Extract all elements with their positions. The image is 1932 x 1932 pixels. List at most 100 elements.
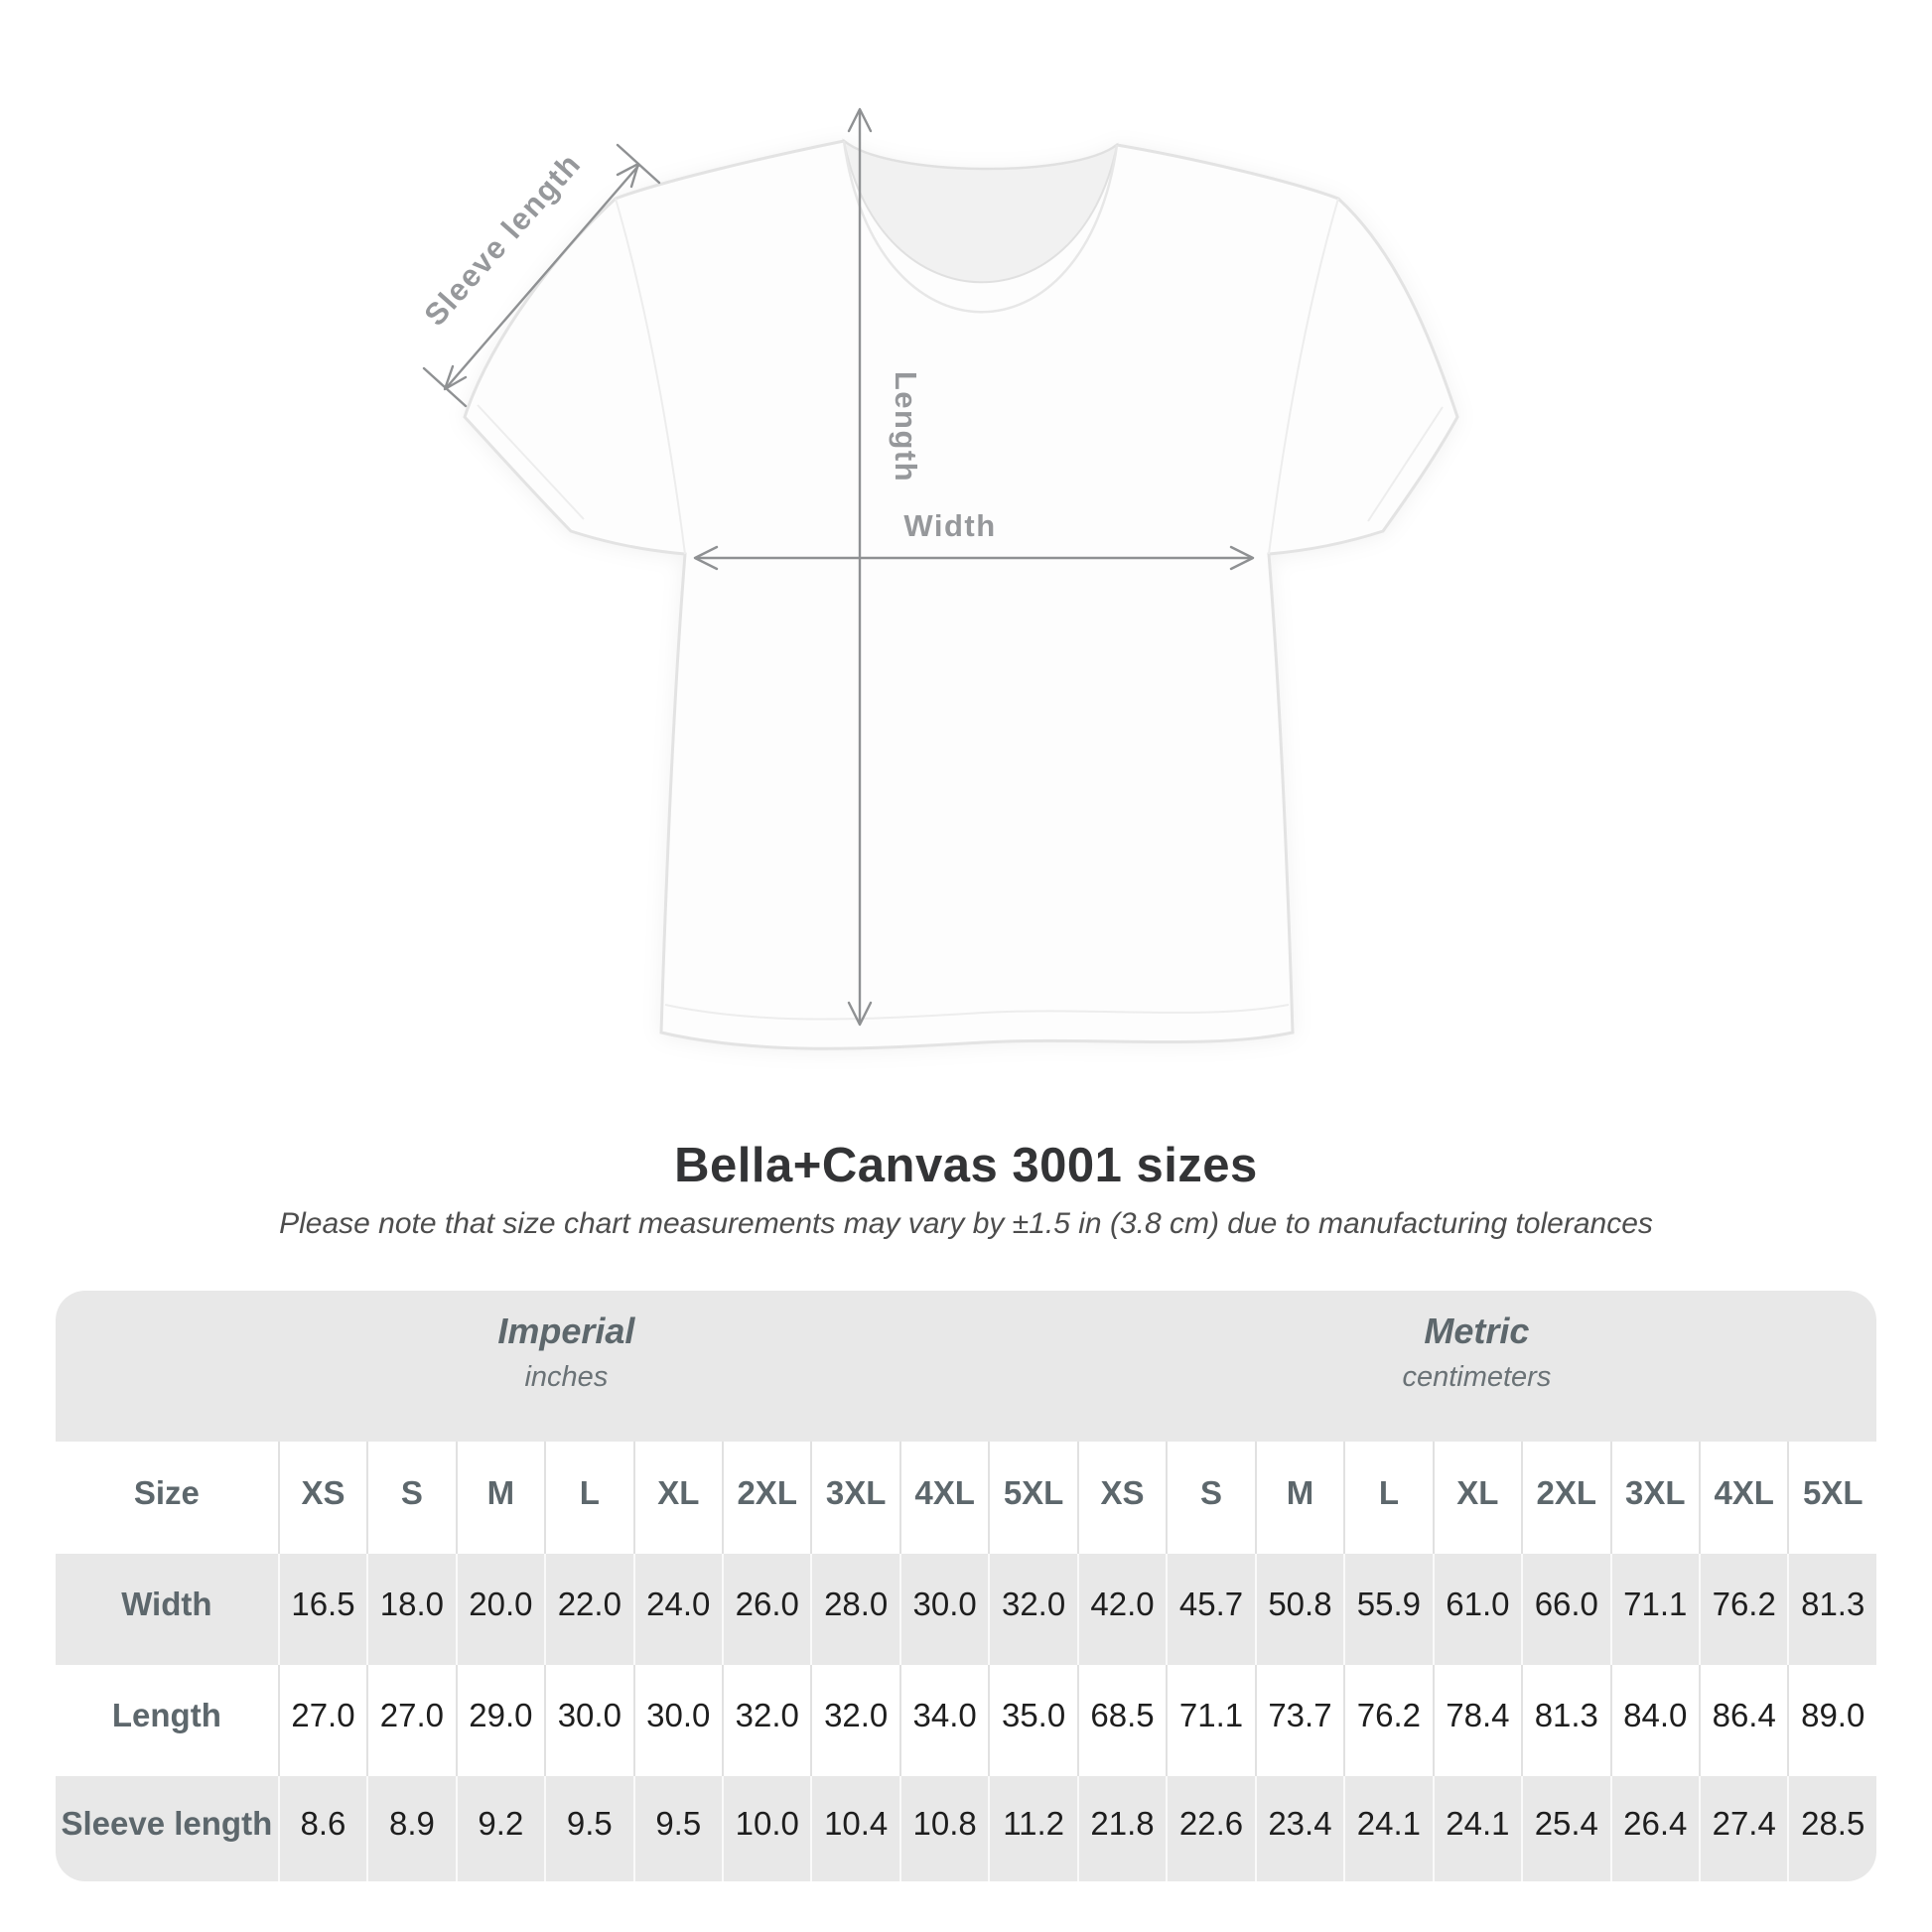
value-cell: 28.5 [1787, 1776, 1876, 1881]
metric-unit: centimeters [1402, 1361, 1552, 1393]
value-cell: 55.9 [1343, 1554, 1433, 1665]
tshirt-size-diagram: Length Width Sleeve length [417, 107, 1459, 1050]
size-header-cell: 3XL [810, 1442, 899, 1554]
value-cell: 68.5 [1076, 1665, 1167, 1776]
tshirt-illustration [463, 138, 1459, 1050]
value-cell: 9.2 [455, 1776, 545, 1881]
value-cell: 86.4 [1698, 1665, 1788, 1776]
value-cell: 45.7 [1166, 1554, 1255, 1665]
size-header-cell: XL [1432, 1442, 1522, 1554]
value-cell: 8.9 [366, 1776, 456, 1881]
value-cell: 18.0 [366, 1554, 456, 1665]
value-cell: 24.1 [1343, 1776, 1433, 1881]
sleeve-length-row: Sleeve length 8.6 8.9 9.2 9.5 9.5 10.0 1… [56, 1776, 1876, 1881]
width-arrow [693, 545, 1255, 571]
width-label: Width [903, 508, 996, 543]
value-cell: 10.8 [898, 1776, 989, 1881]
value-cell: 27.0 [366, 1665, 456, 1776]
size-header-cell: XL [632, 1442, 722, 1554]
value-cell: 34.0 [898, 1665, 989, 1776]
imperial-group-header: Imperial inches [56, 1291, 1077, 1442]
size-header-cell: XS [277, 1442, 367, 1554]
metric-label: Metric [1424, 1311, 1530, 1351]
value-cell: 61.0 [1432, 1554, 1522, 1665]
size-header-cell: 3XL [1609, 1442, 1699, 1554]
value-cell: 20.0 [455, 1554, 545, 1665]
value-cell: 24.0 [632, 1554, 722, 1665]
value-cell: 25.4 [1521, 1776, 1610, 1881]
value-cell: 32.0 [810, 1665, 899, 1776]
tolerance-note: Please note that size chart measurements… [279, 1207, 1653, 1240]
size-table-container: Imperial inches Metric centimeters Size … [56, 1291, 1876, 1881]
metric-group-header: Metric centimeters [1076, 1291, 1876, 1442]
left-cuff-seam [477, 404, 585, 520]
size-header-cell: 2XL [1521, 1442, 1610, 1554]
value-cell: 32.0 [722, 1665, 811, 1776]
imperial-unit: inches [524, 1361, 609, 1393]
value-cell: 9.5 [632, 1776, 722, 1881]
row-label-width: Width [56, 1554, 278, 1665]
value-cell: 81.3 [1521, 1665, 1610, 1776]
value-cell: 71.1 [1609, 1554, 1699, 1665]
value-cell: 8.6 [277, 1776, 367, 1881]
value-cell: 9.5 [544, 1776, 633, 1881]
right-armhole-seam [1268, 198, 1339, 555]
right-cuff-seam [1367, 406, 1444, 522]
size-header-cell: 2XL [722, 1442, 811, 1554]
value-cell: 71.1 [1166, 1665, 1255, 1776]
left-armhole-seam [615, 198, 686, 555]
length-arrow [847, 107, 873, 1027]
value-cell: 81.3 [1787, 1554, 1876, 1665]
value-cell: 21.8 [1076, 1776, 1167, 1881]
size-header-cell: L [1343, 1442, 1433, 1554]
value-cell: 27.0 [277, 1665, 367, 1776]
value-cell: 32.0 [988, 1554, 1077, 1665]
size-table: Imperial inches Metric centimeters Size … [56, 1291, 1876, 1881]
size-header-cell: 4XL [898, 1442, 989, 1554]
size-header-cell: S [366, 1442, 456, 1554]
size-header-cell: S [1166, 1442, 1255, 1554]
value-cell: 29.0 [455, 1665, 545, 1776]
collar-seam [842, 140, 1119, 314]
length-label: Length [889, 371, 923, 483]
value-cell: 50.8 [1254, 1554, 1344, 1665]
value-cell: 22.6 [1166, 1776, 1255, 1881]
value-cell: 23.4 [1254, 1776, 1344, 1881]
row-label-length: Length [56, 1665, 278, 1776]
value-cell: 28.0 [810, 1554, 899, 1665]
width-row: Width 16.5 18.0 20.0 22.0 24.0 26.0 28.0… [56, 1554, 1876, 1665]
size-header-cell: 5XL [1787, 1442, 1876, 1554]
value-cell: 73.7 [1254, 1665, 1344, 1776]
value-cell: 30.0 [544, 1665, 633, 1776]
value-cell: 66.0 [1521, 1554, 1610, 1665]
size-header-cell: M [1254, 1442, 1344, 1554]
value-cell: 35.0 [988, 1665, 1077, 1776]
value-cell: 78.4 [1432, 1665, 1522, 1776]
value-cell: 22.0 [544, 1554, 633, 1665]
size-header-cell: 4XL [1698, 1442, 1788, 1554]
size-header-row: Size XS S M L XL 2XL 3XL 4XL 5XL XS S M … [56, 1442, 1876, 1554]
page-title: Bella+Canvas 3001 sizes [674, 1139, 1258, 1192]
size-header-cell: XS [1076, 1442, 1167, 1554]
size-header-cell: M [455, 1442, 545, 1554]
row-label-sleeve-length: Sleeve length [56, 1776, 278, 1881]
value-cell: 10.0 [722, 1776, 811, 1881]
size-column-header: Size [56, 1442, 278, 1554]
tshirt-outline [463, 139, 1459, 1050]
value-cell: 30.0 [898, 1554, 989, 1665]
value-cell: 26.0 [722, 1554, 811, 1665]
size-header-cell: L [544, 1442, 633, 1554]
value-cell: 30.0 [632, 1665, 722, 1776]
value-cell: 76.2 [1698, 1554, 1788, 1665]
sleeve-length-arrow [422, 143, 661, 408]
value-cell: 89.0 [1787, 1665, 1876, 1776]
value-cell: 27.4 [1698, 1776, 1788, 1881]
neck-opening [842, 138, 1119, 284]
value-cell: 76.2 [1343, 1665, 1433, 1776]
value-cell: 24.1 [1432, 1776, 1522, 1881]
imperial-label: Imperial [497, 1311, 635, 1351]
value-cell: 26.4 [1609, 1776, 1699, 1881]
value-cell: 42.0 [1076, 1554, 1167, 1665]
size-header-cell: 5XL [988, 1442, 1077, 1554]
